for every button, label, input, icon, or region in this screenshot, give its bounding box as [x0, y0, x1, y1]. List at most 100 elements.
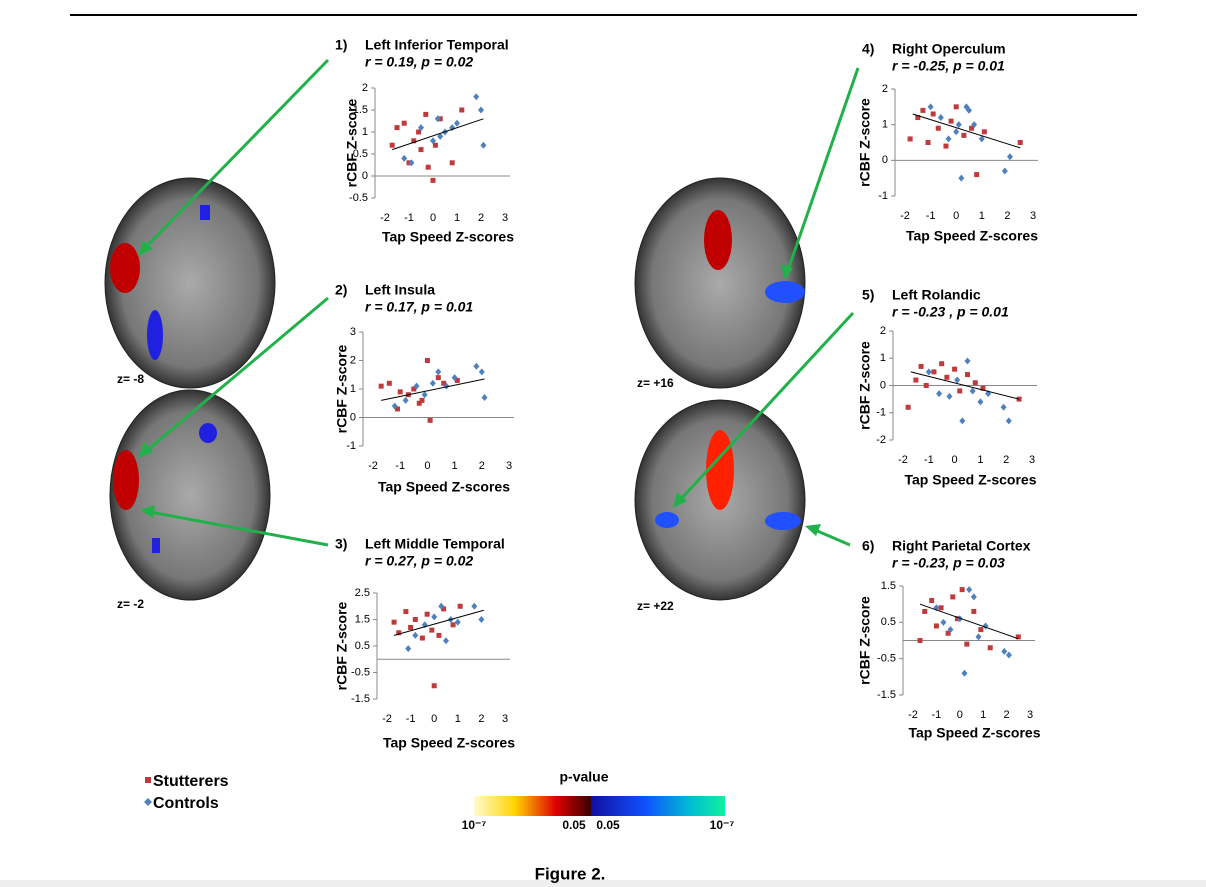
panel-stats: r = 0.19, p = 0.02 [365, 54, 473, 70]
y-tick-label: 0 [362, 170, 368, 182]
point [945, 630, 951, 636]
trend-line [381, 378, 485, 401]
panel-stats: r = -0.23 , p = 0.01 [892, 304, 1009, 320]
point [454, 119, 460, 127]
x-tick-label: 3 [502, 212, 508, 224]
point [957, 388, 963, 394]
brain-images [104, 177, 806, 601]
point [457, 603, 463, 609]
point [408, 624, 414, 630]
x-tick-label: -2 [368, 460, 378, 472]
x-tick-label: 1 [455, 713, 461, 725]
slice-label: z= -8 [117, 372, 144, 386]
caption: Figure 2. [535, 864, 606, 883]
x-tick-label: -2 [380, 212, 390, 224]
point [943, 143, 949, 149]
point [435, 368, 442, 376]
y-tick-label: 2 [880, 325, 886, 337]
legend-marker [145, 777, 151, 783]
point [424, 611, 430, 617]
point [978, 627, 984, 633]
y-tick-label: 1 [882, 119, 888, 131]
x-tick-label: 0 [952, 454, 958, 466]
point [907, 136, 913, 142]
x-tick-label: -2 [908, 709, 918, 721]
point [408, 159, 415, 167]
point [945, 135, 952, 143]
x-tick-label: -2 [382, 713, 392, 725]
point [436, 632, 442, 638]
legend-label: Controls [153, 795, 219, 812]
point [391, 619, 397, 625]
point [419, 635, 425, 641]
x-tick-label: -1 [395, 460, 405, 472]
point [394, 406, 400, 412]
point [431, 683, 437, 689]
panel-title: Right Parietal Cortex [892, 538, 1031, 554]
panel-number: 1) [335, 37, 347, 53]
x-axis-label: Tap Speed Z-scores [906, 228, 1038, 244]
point [429, 379, 436, 387]
point [1005, 651, 1012, 659]
x-tick-label: -1 [406, 713, 416, 725]
point [416, 129, 422, 135]
point [987, 645, 993, 651]
point [927, 103, 934, 111]
point [427, 417, 433, 423]
y-tick-label: 1 [362, 126, 368, 138]
point [441, 606, 447, 612]
point [935, 125, 941, 131]
point [936, 390, 943, 398]
point [1017, 140, 1023, 145]
point [938, 605, 944, 611]
y-tick-label: 0 [880, 379, 886, 391]
point [1015, 634, 1021, 640]
y-tick-label: 1.5 [353, 104, 368, 116]
point [425, 164, 431, 170]
point [922, 608, 928, 614]
point [969, 387, 976, 395]
point [401, 154, 408, 162]
x-tick-label: 2 [478, 212, 484, 224]
colorbar-label: 0.05 [562, 818, 586, 832]
point [402, 396, 409, 404]
y-tick-label: -0.5 [351, 666, 370, 678]
point [930, 111, 936, 117]
point [952, 366, 958, 372]
point [965, 372, 970, 378]
point [978, 135, 985, 143]
x-tick-label: 3 [502, 713, 508, 725]
point [478, 368, 485, 376]
y-tick-label: -1 [346, 440, 356, 452]
point [959, 587, 965, 593]
point [933, 623, 939, 629]
x-tick-label: 1 [977, 454, 983, 466]
x-tick-label: 2 [478, 713, 484, 725]
panel-number: 4) [862, 41, 874, 57]
point [946, 392, 953, 400]
x-tick-label: -1 [926, 210, 936, 222]
x-tick-label: 2 [1004, 709, 1010, 721]
panel-title: Left Middle Temporal [365, 536, 505, 552]
x-tick-label: 1 [454, 212, 460, 224]
point [948, 118, 954, 124]
point [443, 637, 449, 645]
x-tick-label: -1 [404, 212, 414, 224]
point [403, 609, 409, 615]
point [925, 368, 932, 376]
point [449, 124, 456, 132]
point [937, 114, 944, 122]
point [929, 598, 935, 604]
y-tick-label: 1.5 [355, 613, 370, 625]
colorbar-label: 10⁻⁷ [710, 818, 735, 832]
slice-label: z= +16 [637, 376, 674, 390]
x-tick-label: -1 [924, 454, 934, 466]
point [411, 138, 417, 144]
point [478, 106, 484, 114]
point [429, 627, 435, 633]
point [959, 417, 966, 425]
point [471, 602, 478, 610]
point [944, 374, 950, 380]
point [964, 357, 971, 365]
